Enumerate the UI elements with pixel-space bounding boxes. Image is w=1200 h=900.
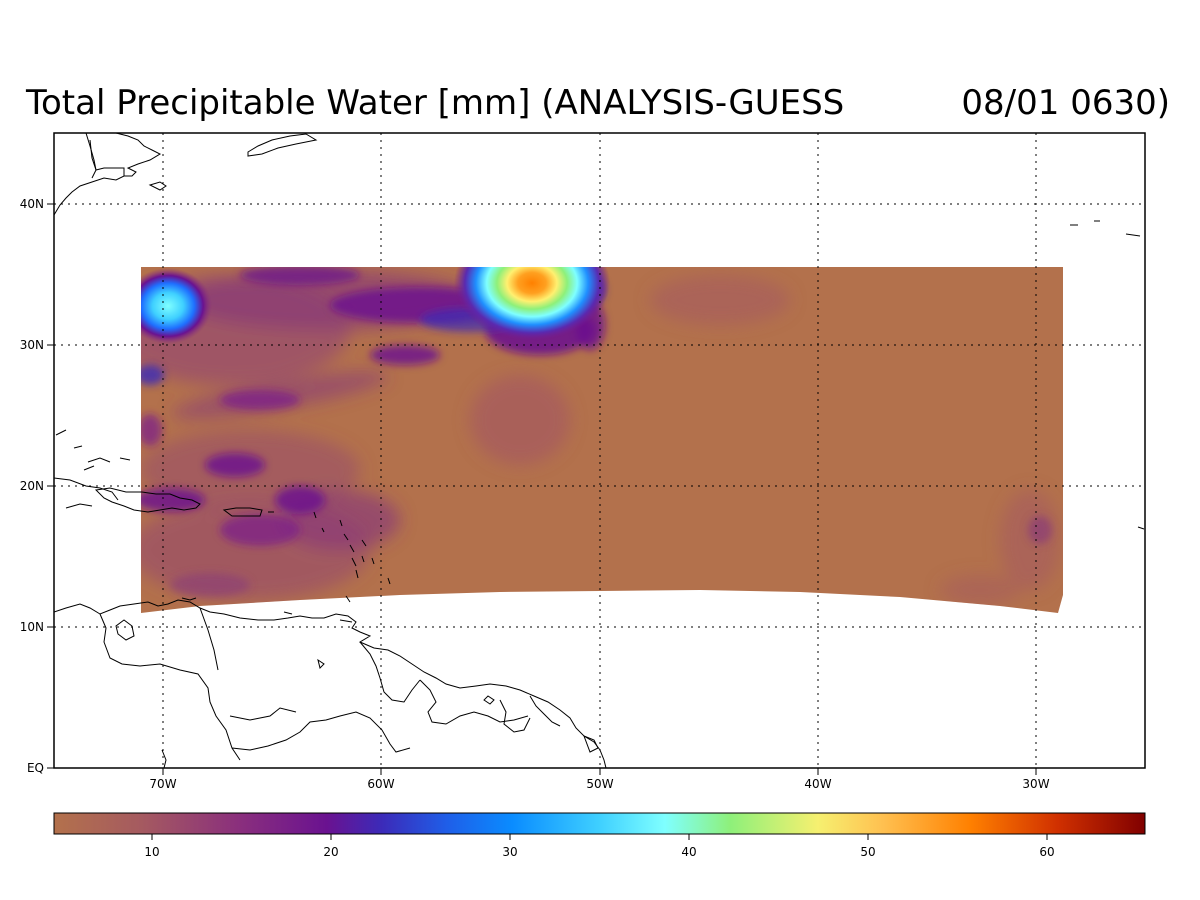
graticule — [54, 133, 1145, 768]
map-title: Total Precipitable Water [mm] (ANALYSIS-… — [25, 83, 844, 123]
colorbar-label-50: 50 — [860, 845, 875, 859]
colorbar-gradient — [53, 812, 1146, 835]
lon-label-30w: 30W — [1022, 777, 1049, 791]
colorbar-label-20: 20 — [323, 845, 338, 859]
lon-label-50w: 50W — [586, 777, 613, 791]
lat-label-eq: EQ — [27, 761, 44, 775]
coastlines — [54, 133, 1145, 768]
lat-label-10n: 10N — [20, 620, 44, 634]
map-timestamp: 08/01 0630) — [961, 83, 1170, 123]
latitude-labels: 40N 30N 20N 10N EQ — [20, 197, 44, 775]
lon-label-60w: 60W — [367, 777, 394, 791]
colorbar: 10 20 30 40 50 60 — [53, 812, 1146, 859]
colorbar-label-30: 30 — [502, 845, 517, 859]
longitude-labels: 70W 60W 50W 40W 30W — [149, 777, 1049, 791]
lon-label-40w: 40W — [804, 777, 831, 791]
lon-label-70w: 70W — [149, 777, 176, 791]
frame-ticks — [47, 203, 1037, 775]
colorbar-ticks — [151, 834, 1048, 840]
data-field — [141, 267, 1063, 613]
lat-label-40n: 40N — [20, 197, 44, 211]
colorbar-label-60: 60 — [1039, 845, 1054, 859]
colorbar-label-10: 10 — [144, 845, 159, 859]
colorbar-label-40: 40 — [681, 845, 696, 859]
lat-label-20n: 20N — [20, 479, 44, 493]
lat-label-30n: 30N — [20, 338, 44, 352]
